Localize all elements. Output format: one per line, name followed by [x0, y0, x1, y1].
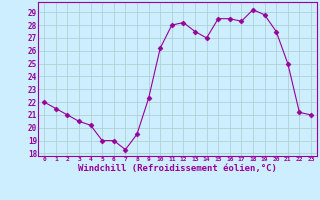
X-axis label: Windchill (Refroidissement éolien,°C): Windchill (Refroidissement éolien,°C): [78, 164, 277, 173]
